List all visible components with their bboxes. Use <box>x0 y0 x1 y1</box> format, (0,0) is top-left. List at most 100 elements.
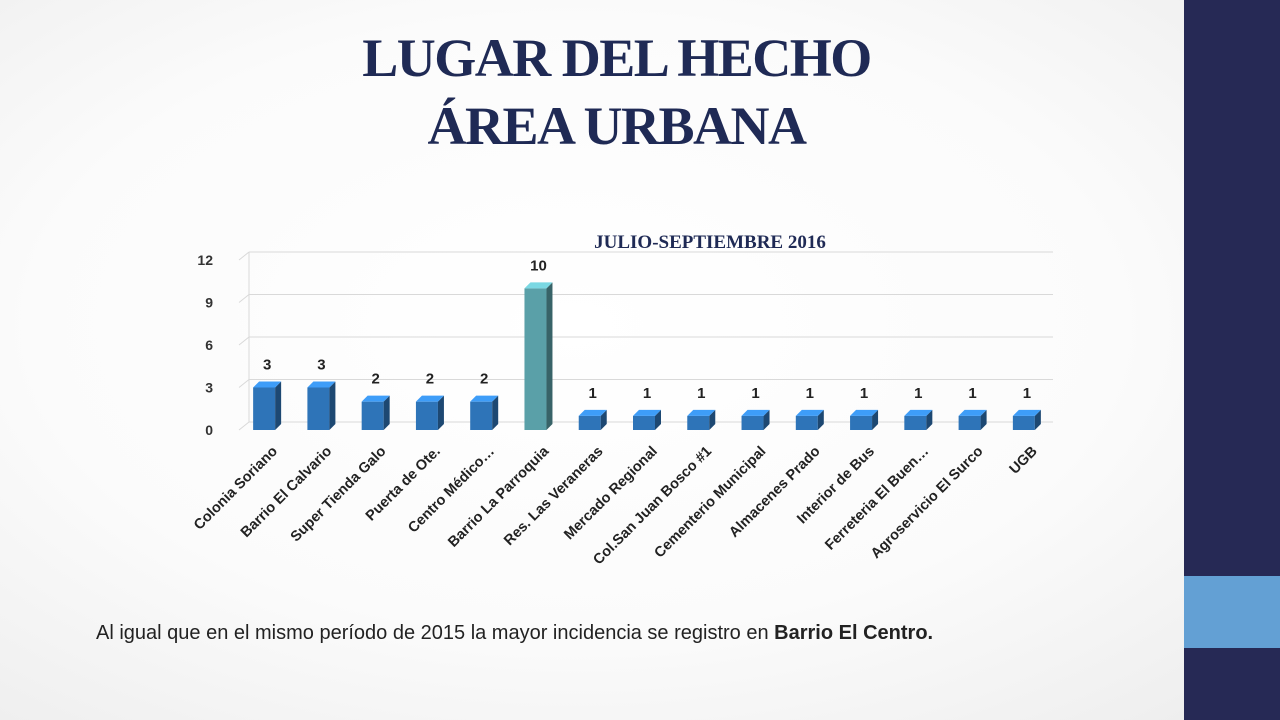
bar-side <box>763 409 770 430</box>
y-tick-label: 6 <box>205 337 213 353</box>
data-label: 1 <box>697 385 705 402</box>
chart-bars <box>253 282 1041 430</box>
data-label: 2 <box>480 371 488 388</box>
bar <box>253 381 282 430</box>
bar-top <box>958 409 987 416</box>
bar-side <box>817 409 824 430</box>
slide-title-line1: LUGAR DEL HECHO <box>362 28 872 88</box>
caption: Al igual que en el mismo período de 2015… <box>96 618 1136 648</box>
bar <box>1012 409 1041 430</box>
bar-front <box>361 401 384 430</box>
data-label: 2 <box>426 371 434 388</box>
bar <box>633 409 661 430</box>
bar-front <box>1012 415 1035 430</box>
bar-side <box>437 395 444 430</box>
gridline-edge <box>238 294 250 303</box>
gridline-edge <box>238 379 250 388</box>
bar <box>415 395 444 430</box>
x-tick-label: Barrio La Parroquia <box>445 443 553 551</box>
y-axis-ticks: 0 3 6 9 12 <box>197 252 213 438</box>
y-tick-label: 3 <box>205 380 213 396</box>
bar-side <box>980 409 987 430</box>
bar-front <box>415 401 438 430</box>
bar-top <box>415 395 444 402</box>
bar <box>470 395 499 430</box>
x-tick-label: Mercado Regional <box>561 444 661 544</box>
bar-side <box>275 381 282 430</box>
slide-title-line2: ÁREA URBANA <box>427 96 807 156</box>
data-label: 1 <box>860 385 868 402</box>
bar <box>741 409 770 430</box>
bar-front <box>795 415 818 430</box>
bar-side <box>655 409 661 430</box>
chart-title: JULIO-SEPTIEMBRE 2016 <box>594 232 826 253</box>
data-label: 1 <box>968 385 976 402</box>
x-tick-label: Ferreteria El Buen… <box>822 444 932 554</box>
bar-top <box>741 409 770 416</box>
bar <box>307 381 336 430</box>
bar-top <box>687 409 716 416</box>
bar-side <box>492 395 499 430</box>
bar-top <box>795 409 824 416</box>
x-tick-label: Cementerio Municipal <box>652 444 770 562</box>
chart-gridlines <box>238 251 1053 431</box>
bar-front <box>850 415 873 430</box>
bar-side <box>546 282 553 430</box>
bar-side <box>1034 409 1041 430</box>
bar <box>361 395 390 430</box>
bar-top <box>1012 409 1041 416</box>
gridline-edge <box>238 336 250 346</box>
data-label: 1 <box>806 385 814 402</box>
y-tick-label: 0 <box>205 422 213 438</box>
bar-front <box>741 415 764 430</box>
bar-front <box>958 415 981 430</box>
x-tick-label: UGB <box>1007 444 1041 478</box>
x-tick-label: Res. Las Veraneras <box>501 444 606 549</box>
bar-front <box>253 387 276 430</box>
bar-top <box>470 395 499 402</box>
bar-front <box>904 415 927 430</box>
right-accent-block <box>1184 576 1280 648</box>
x-tick-label: Super Tienda Galo <box>288 443 390 545</box>
bar-front <box>687 415 710 430</box>
bar-side <box>926 409 933 430</box>
bar-front <box>470 401 493 430</box>
data-label: 1 <box>914 385 922 402</box>
bar-top <box>578 409 607 416</box>
gridline-edge <box>238 421 250 431</box>
bar-top <box>361 395 390 402</box>
bar-top <box>253 381 282 388</box>
bar-top <box>307 381 336 388</box>
bar-front <box>633 415 655 430</box>
x-tick-label: Barrio El Calvario <box>238 443 335 540</box>
bar-front <box>307 387 330 430</box>
bar <box>578 409 607 430</box>
data-label: 1 <box>1023 385 1031 402</box>
bar-top <box>904 409 933 416</box>
y-tick-label: 9 <box>205 295 213 311</box>
data-label: 1 <box>589 385 597 402</box>
x-tick-label: Almacenes Prado <box>726 443 823 540</box>
data-label: 3 <box>317 357 325 374</box>
bar-chart: JULIO-SEPTIEMBRE 2016 0 3 6 9 12 3 3 2 2 2 1 0 1 1 1 1… <box>191 232 1053 568</box>
data-label: 3 <box>263 357 271 374</box>
bar-top <box>524 282 553 289</box>
bar-side <box>872 409 879 430</box>
y-tick-label: 12 <box>197 252 213 268</box>
gridline-edge <box>238 251 250 261</box>
bar-side <box>329 381 336 430</box>
bar <box>795 409 824 430</box>
bar <box>958 409 987 430</box>
data-labels: 3 3 2 2 2 10 1 1 1 1 1 1 1 1 1 <box>263 257 1031 402</box>
bar <box>524 282 553 430</box>
data-label: 1 <box>751 385 759 402</box>
bar <box>850 409 879 430</box>
bar-side <box>709 409 716 430</box>
bar-side <box>383 395 390 430</box>
bar-top <box>633 409 661 416</box>
caption-text: Al igual que en el mismo período de 2015… <box>96 622 775 644</box>
bar-front <box>524 288 547 430</box>
data-label: 2 <box>371 371 379 388</box>
bar <box>904 409 933 430</box>
